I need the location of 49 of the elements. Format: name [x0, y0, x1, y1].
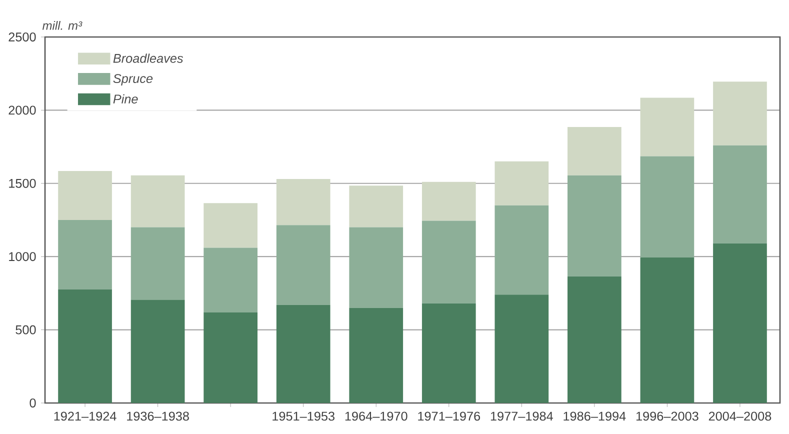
bar: [276, 225, 330, 305]
y-tick-label: 1500: [9, 178, 36, 188]
bar: [568, 175, 622, 276]
y-tick-label: 2000: [8, 106, 36, 115]
x-tick-label: 1964–1970: [345, 412, 408, 421]
bar: [58, 290, 112, 403]
bar: [276, 304, 330, 403]
bar: [130, 175, 185, 228]
x-tick-label: 1951–1953: [272, 412, 334, 421]
x-tick-label: 1971–1976: [418, 412, 480, 421]
bar: [130, 227, 185, 300]
y-tick-label: 1000: [9, 252, 36, 262]
bar: [494, 294, 549, 403]
bar: [276, 179, 330, 226]
legend-label: Spruce: [113, 74, 153, 86]
bar: [494, 205, 549, 295]
x-tick-label: 2004–2008: [708, 412, 772, 421]
bar: [640, 98, 694, 156]
bar: [568, 127, 622, 176]
bar: [349, 227, 404, 308]
x-tick-label: 1921–1924: [54, 412, 116, 421]
y-tick-label: 0: [30, 398, 36, 408]
bar: [568, 276, 622, 403]
bar: [713, 145, 767, 244]
y-axis-title: mill. m³: [42, 21, 82, 30]
y-tick-label: 500: [16, 325, 36, 334]
bar: [422, 303, 476, 403]
bar: [494, 161, 549, 206]
x-tick-label: 1996–2003: [636, 412, 698, 421]
bar: [713, 82, 767, 146]
x-tick-label: 1936–1938: [127, 412, 189, 421]
x-tick-label: 1977–1984: [490, 412, 553, 421]
bar: [58, 220, 112, 290]
bar: [204, 312, 258, 403]
y-tick-label: 2500: [8, 32, 36, 42]
bar: [58, 170, 112, 220]
legend-label: Broadleaves: [113, 54, 184, 63]
bar: [422, 220, 476, 304]
bar: [349, 186, 404, 228]
bar: [349, 308, 404, 403]
bar: [204, 248, 258, 312]
bar: [713, 243, 767, 403]
bar: [640, 156, 694, 258]
bar: [204, 203, 258, 248]
bar: [422, 182, 476, 221]
legend-label: Pine: [113, 94, 138, 104]
x-tick-label: 1986–1994: [564, 412, 626, 421]
bar: [640, 257, 694, 403]
bar: [130, 300, 185, 403]
